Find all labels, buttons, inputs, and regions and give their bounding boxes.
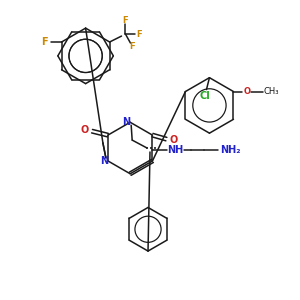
Text: Cl: Cl — [199, 91, 210, 100]
Text: O: O — [81, 125, 89, 135]
Text: •••: ••• — [145, 146, 157, 152]
Text: NH₂: NH₂ — [220, 145, 241, 155]
Text: F: F — [136, 30, 142, 39]
Text: N: N — [122, 117, 130, 127]
Text: O: O — [244, 87, 251, 96]
Text: N: N — [100, 156, 108, 166]
Text: F: F — [130, 43, 135, 52]
Text: NH: NH — [167, 145, 183, 155]
Text: CH₃: CH₃ — [263, 87, 279, 96]
Text: O: O — [169, 135, 177, 145]
Text: F: F — [41, 37, 48, 47]
Text: F: F — [123, 16, 128, 25]
